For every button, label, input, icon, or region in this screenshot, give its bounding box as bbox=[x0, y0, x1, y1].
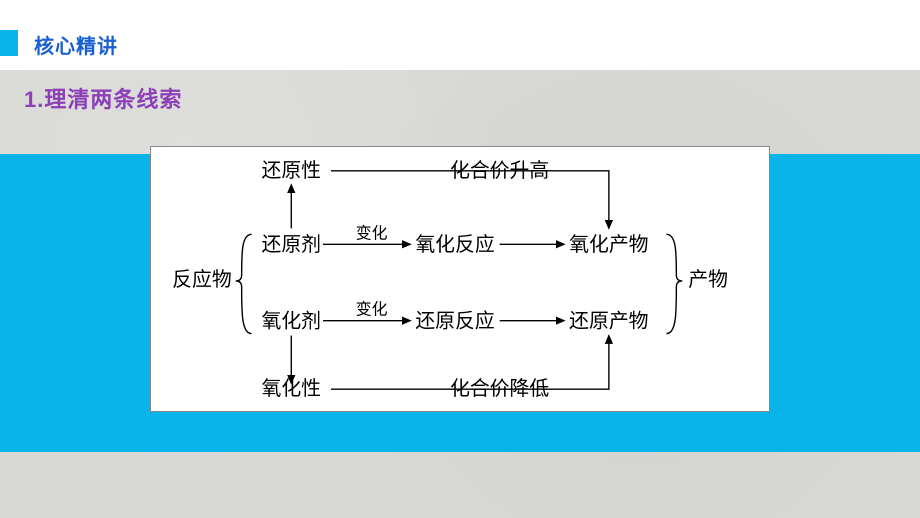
text-layer: 反应物 还原剂氧化剂 氧化反应还原反应 氧化产物还原产物 产物 还原性氧化性 化合价升高化合… bbox=[172, 160, 728, 400]
node-reactants: 反应物 bbox=[172, 269, 231, 291]
node-products: 产物 bbox=[688, 269, 728, 291]
node-reducibility: 还原性 bbox=[262, 160, 321, 182]
node-change_top: 变化 bbox=[356, 224, 388, 242]
top-white-band bbox=[0, 0, 920, 70]
node-valence_down: 化合价降低 bbox=[450, 378, 549, 400]
node-red_product: 还原产物 bbox=[569, 311, 648, 333]
diagram-panel: 反应物 还原剂氧化剂 氧化反应还原反应 氧化产物还原产物 产物 还原性氧化性 化合价升高化合… bbox=[150, 146, 770, 412]
node-reduction_rxn: 还原反应 bbox=[415, 311, 494, 333]
node-valence_up: 化合价升高 bbox=[450, 160, 549, 182]
node-oxidizability: 氧化性 bbox=[262, 378, 321, 400]
node-reducing_agent: 还原剂 bbox=[262, 234, 321, 256]
diagram-svg: 反应物 还原剂氧化剂 氧化反应还原反应 氧化产物还原产物 产物 还原性氧化性 化合价升高化合… bbox=[151, 147, 769, 411]
section-tag-box bbox=[0, 30, 18, 56]
node-oxidation_rxn: 氧化反应 bbox=[415, 234, 494, 256]
brace-right-brace bbox=[666, 234, 682, 333]
node-change_bot: 变化 bbox=[356, 301, 388, 319]
arrow-layer bbox=[291, 185, 564, 383]
brace-left-brace bbox=[236, 234, 252, 333]
elbow-arrow-layer bbox=[331, 171, 609, 389]
node-ox_product: 氧化产物 bbox=[569, 234, 648, 256]
node-oxidizing_agent: 氧化剂 bbox=[262, 311, 321, 333]
subheading: 1.理清两条线索 bbox=[24, 82, 182, 114]
section-label: 核心精讲 bbox=[34, 30, 118, 59]
